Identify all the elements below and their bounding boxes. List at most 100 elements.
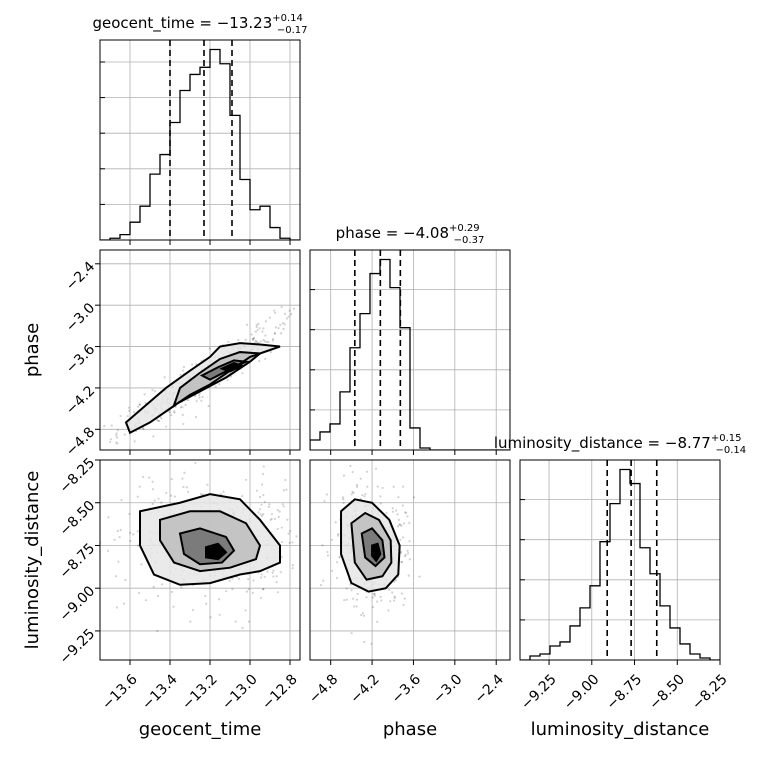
scatter-point — [247, 577, 250, 581]
scatter-point — [262, 327, 265, 330]
scatter-point — [263, 340, 266, 343]
scatter-point — [115, 434, 118, 437]
scatter-point — [275, 575, 278, 578]
scatter-point — [418, 575, 421, 578]
scatter-point — [114, 575, 118, 578]
scatter-point — [403, 597, 406, 600]
scatter-point — [191, 608, 195, 612]
y-axis-label-phase: phase — [22, 323, 43, 377]
scatter-point — [397, 496, 400, 499]
scatter-point — [165, 491, 168, 494]
scatter-point — [404, 511, 407, 514]
scatter-point — [292, 307, 296, 310]
scatter-point — [359, 477, 362, 480]
scatter-point — [283, 312, 287, 316]
scatter-point — [399, 523, 402, 526]
scatter-point — [262, 587, 265, 591]
scatter-point — [255, 323, 258, 327]
scatter-point — [266, 570, 269, 573]
scatter-point — [271, 339, 274, 342]
scatter-point — [194, 394, 197, 398]
scatter-point — [379, 502, 382, 505]
scatter-point — [136, 405, 140, 408]
scatter-point — [401, 485, 405, 488]
scatter-point — [370, 642, 373, 645]
scatter-point — [113, 538, 116, 541]
scatter-point — [254, 330, 257, 333]
scatter-point — [345, 587, 348, 590]
x-tick-label: −13.6 — [99, 671, 141, 713]
scatter-point — [138, 403, 142, 406]
panel-frame — [309, 249, 511, 451]
scatter-point — [252, 579, 255, 582]
scatter-point — [179, 406, 182, 409]
scatter-point — [291, 541, 294, 544]
scatter-point — [124, 578, 127, 582]
scatter-point — [127, 406, 131, 409]
scatter-point — [226, 379, 229, 382]
scatter-point — [214, 385, 217, 388]
scatter-point — [132, 533, 135, 536]
histogram-luminosity_distance — [520, 468, 720, 660]
contour-line — [199, 359, 250, 381]
scatter-point — [201, 395, 204, 399]
scatter-point — [262, 493, 265, 497]
scatter-point — [158, 419, 161, 423]
scatter-point — [260, 503, 263, 506]
scatter-point — [264, 320, 268, 323]
scatter-point — [287, 532, 290, 535]
scatter-point — [228, 579, 231, 582]
contour-line — [360, 527, 386, 568]
scatter-point — [110, 424, 113, 427]
scatter-point — [361, 612, 365, 615]
y-tick-label: −9.25 — [57, 626, 99, 668]
scatter-point — [260, 483, 264, 486]
title-main: phase = −4.08 — [336, 224, 449, 242]
scatter-point — [265, 340, 268, 344]
scatter-point — [244, 338, 247, 341]
scatter-point — [218, 613, 221, 616]
scatter-point — [225, 590, 228, 593]
scatter-point — [258, 508, 262, 511]
scatter-point — [287, 315, 290, 318]
scatter-point — [396, 513, 399, 516]
scatter-point — [394, 578, 398, 582]
scatter-point — [273, 517, 277, 520]
scatter-point — [259, 340, 262, 343]
scatter-point — [199, 492, 203, 496]
scatter-point — [151, 480, 154, 483]
scatter-point — [330, 538, 334, 541]
scatter-point — [181, 477, 184, 480]
scatter-point — [371, 596, 374, 599]
scatter-point — [247, 588, 250, 591]
scatter-point — [270, 517, 273, 520]
scatter-point — [255, 325, 258, 328]
scatter-point — [160, 416, 163, 420]
scatter-point — [387, 609, 390, 612]
scatter-point — [401, 504, 404, 507]
scatter-point — [181, 405, 184, 409]
x-tick-label: −4.2 — [347, 671, 382, 706]
scatter-point — [207, 404, 210, 408]
scatter-point — [136, 530, 139, 533]
scatter-point — [337, 532, 340, 536]
scatter-point — [241, 372, 244, 375]
scatter-point — [103, 424, 106, 428]
scatter-point — [251, 338, 254, 341]
scatter-point — [284, 478, 287, 482]
scatter-point — [182, 485, 185, 489]
scatter-point — [364, 493, 367, 496]
scatter-point — [313, 571, 315, 573]
scatter-point — [291, 563, 294, 567]
contour-line — [219, 362, 245, 373]
scatter-point — [180, 586, 183, 589]
scatter-point — [271, 571, 274, 574]
scatter-point — [144, 401, 147, 405]
scatter-point — [153, 390, 157, 393]
panel-frame — [99, 459, 301, 661]
scatter-point — [259, 596, 262, 600]
scatter-point — [151, 488, 154, 491]
scatter-point — [319, 584, 322, 587]
scatter-point — [255, 340, 258, 344]
scatter-point — [155, 418, 159, 422]
